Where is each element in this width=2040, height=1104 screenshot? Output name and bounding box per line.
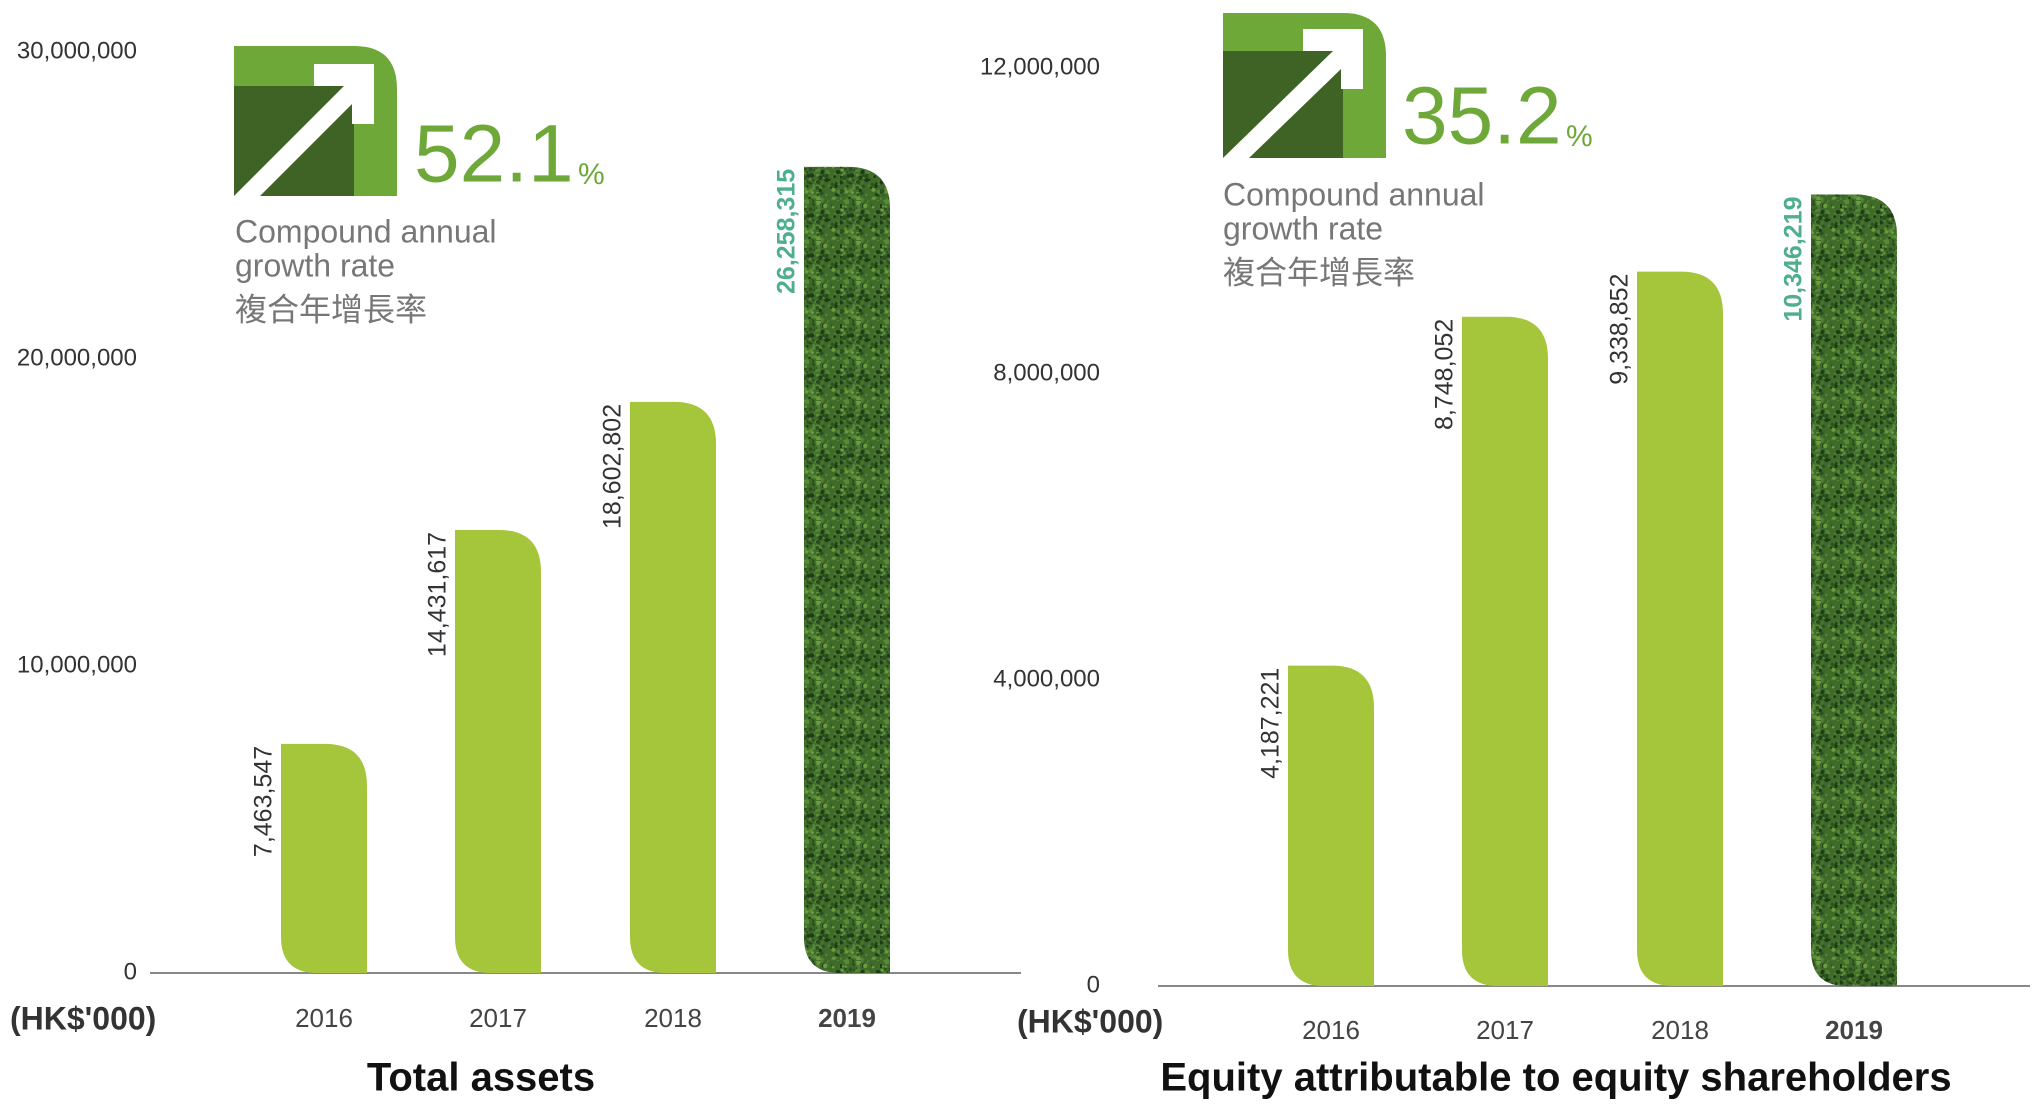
cagr-label: Compound annual — [235, 213, 497, 249]
bar — [1637, 271, 1723, 986]
cagr-logo — [234, 46, 397, 196]
value-label: 18,602,802 — [599, 404, 627, 529]
value-label: 14,431,617 — [424, 532, 452, 657]
cagr-unit: % — [578, 158, 605, 191]
bar — [455, 529, 541, 973]
value-label: 9,338,852 — [1606, 274, 1634, 385]
x-tick-label: 2019 — [818, 1003, 876, 1033]
cagr-logo — [1223, 13, 1386, 158]
cagr-label: 複合年增長率 — [1223, 254, 1415, 290]
x-tick-label: 2016 — [295, 1003, 353, 1033]
y-tick-label: 30,000,000 — [17, 37, 137, 64]
value-label: 10,346,219 — [1780, 197, 1808, 322]
value-label: 7,463,547 — [250, 746, 278, 857]
cagr-label: growth rate — [1223, 210, 1383, 246]
x-tick-label: 2018 — [644, 1003, 702, 1033]
cagr-label: growth rate — [235, 247, 395, 283]
x-tick-label: 2019 — [1825, 1015, 1883, 1045]
chart-title: Total assets — [367, 1056, 595, 1100]
y-tick-label: 0 — [1087, 971, 1100, 998]
y-tick-label: 10,000,000 — [17, 651, 137, 678]
cagr-unit: % — [1566, 120, 1593, 153]
cagr-label: 複合年增長率 — [235, 291, 427, 327]
y-tick-label: 4,000,000 — [993, 665, 1100, 692]
y-tick-label: 12,000,000 — [980, 53, 1100, 80]
bar — [281, 743, 367, 973]
y-tick-label: 20,000,000 — [17, 344, 137, 371]
value-label: 26,258,315 — [773, 169, 801, 294]
unit-label: (HK$'000) — [1017, 1003, 1163, 1039]
value-label: 4,187,221 — [1257, 668, 1285, 779]
y-tick-label: 8,000,000 — [993, 359, 1100, 386]
x-tick-label: 2017 — [469, 1003, 527, 1033]
bar — [630, 401, 716, 973]
cagr-label: Compound annual — [1223, 176, 1485, 212]
bar — [1462, 316, 1548, 986]
bar — [1811, 194, 1897, 986]
bar — [804, 166, 890, 973]
value-label: 8,748,052 — [1431, 319, 1459, 430]
cagr-value: 35.2 — [1402, 71, 1562, 162]
x-tick-label: 2018 — [1651, 1015, 1709, 1045]
x-tick-label: 2016 — [1302, 1015, 1360, 1045]
unit-label: (HK$'000) — [10, 1000, 156, 1036]
bar — [1288, 665, 1374, 986]
y-tick-label: 0 — [124, 958, 137, 985]
cagr-value: 52.1 — [414, 109, 574, 200]
chart-title: Equity attributable to equity shareholde… — [1160, 1056, 1951, 1100]
x-tick-label: 2017 — [1476, 1015, 1534, 1045]
